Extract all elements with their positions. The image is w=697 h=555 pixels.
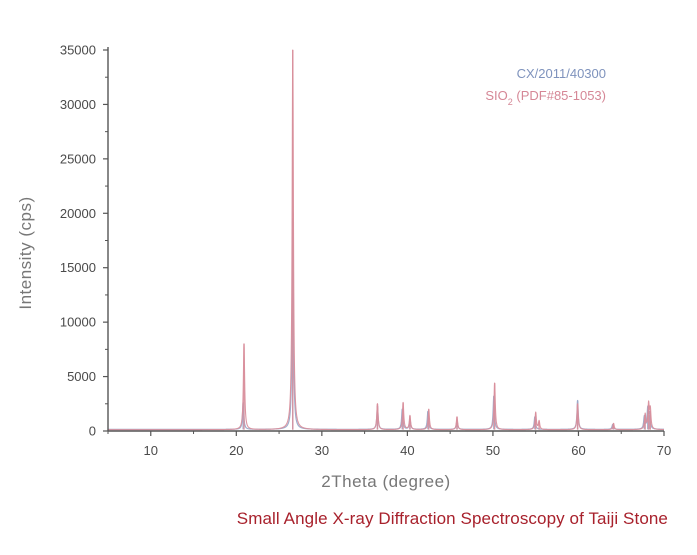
series-line xyxy=(107,218,665,430)
plot-area xyxy=(107,49,665,431)
series-1 xyxy=(107,218,665,430)
legend-label: CX/2011/40300 xyxy=(517,66,606,81)
y-tick-label: 20000 xyxy=(60,206,96,221)
x-tick-label: 10 xyxy=(144,443,158,458)
axis-ticks: 10 20 30 40 50 60 70 0 5000 10000 15000 20000 25000 3… xyxy=(60,43,671,459)
figure-caption: Small Angle X-ray Diffraction Spectrosco… xyxy=(236,509,668,528)
y-axis-title: Intensity (cps) xyxy=(16,196,35,309)
x-tick-label: 50 xyxy=(486,443,500,458)
y-tick-label: 35000 xyxy=(60,43,96,58)
y-tick-label: 30000 xyxy=(60,97,96,112)
y-tick-label: 25000 xyxy=(60,151,96,166)
y-tick-label: 15000 xyxy=(60,260,96,275)
legend-entry: CX/2011/40300 xyxy=(517,66,606,81)
x-tick-label: 20 xyxy=(229,443,243,458)
y-tick-label: 0 xyxy=(89,424,96,439)
xrd-chart: 10 20 30 40 50 60 70 0 5000 10000 15000 20000 25000 3… xyxy=(16,43,671,492)
legend: CX/2011/40300 SIO2 (PDF#85-1053) xyxy=(485,66,606,107)
legend-subscript: 2 xyxy=(508,97,513,107)
x-tick-label: 70 xyxy=(657,443,671,458)
x-axis-title: 2Theta (degree) xyxy=(321,472,450,491)
legend-label-rest: (PDF#85-1053) xyxy=(513,88,606,103)
legend-label: SIO xyxy=(485,88,507,103)
series-line xyxy=(107,49,665,431)
x-tick-label: 60 xyxy=(571,443,585,458)
x-tick-label: 40 xyxy=(400,443,414,458)
x-tick-label: 30 xyxy=(315,443,329,458)
y-tick-label: 10000 xyxy=(60,315,96,330)
legend-entry: SIO2 (PDF#85-1053) xyxy=(485,88,606,107)
y-tick-label: 5000 xyxy=(67,369,96,384)
series-2 xyxy=(107,49,665,431)
